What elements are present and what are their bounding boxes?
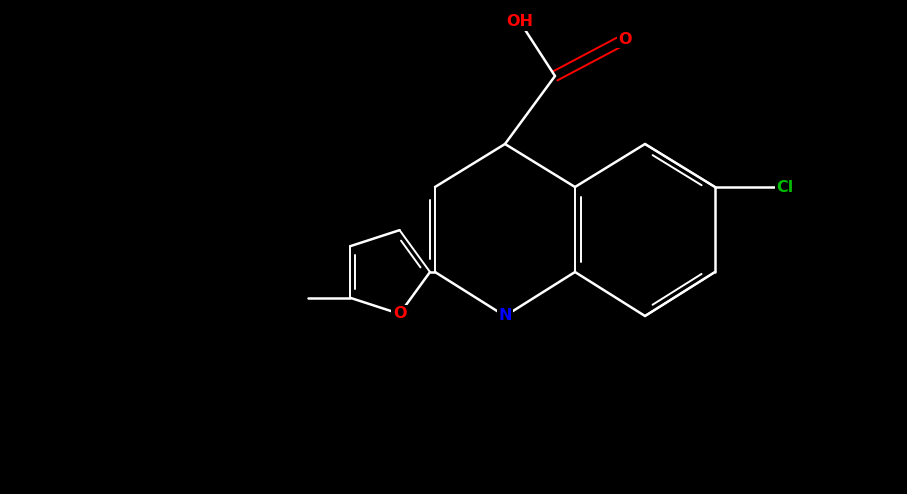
Text: Cl: Cl	[776, 179, 794, 195]
Text: O: O	[619, 32, 632, 46]
Text: OH: OH	[506, 14, 533, 30]
Text: N: N	[498, 308, 512, 324]
Text: O: O	[393, 306, 406, 321]
